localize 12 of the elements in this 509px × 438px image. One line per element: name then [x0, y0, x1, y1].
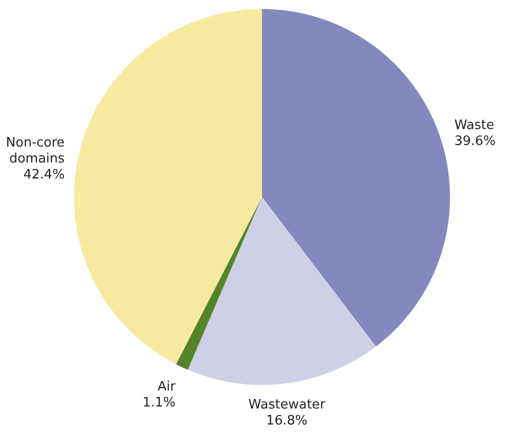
pie-slice: [262, 9, 450, 347]
pie-slice: [188, 197, 376, 385]
slice-label: Waste: [454, 118, 494, 134]
pie-slice: [176, 197, 262, 370]
data-label: 1.1%: [142, 396, 176, 411]
slice-label: Non-core domains: [6, 135, 65, 166]
data-label: 16.8%: [266, 413, 308, 428]
pie-slice: [74, 9, 262, 364]
slice-label: Air: [158, 380, 176, 395]
data-label: 39.6%: [454, 134, 496, 150]
slice-label: Wastewater: [248, 397, 326, 412]
data-label: 42.4%: [23, 167, 65, 182]
